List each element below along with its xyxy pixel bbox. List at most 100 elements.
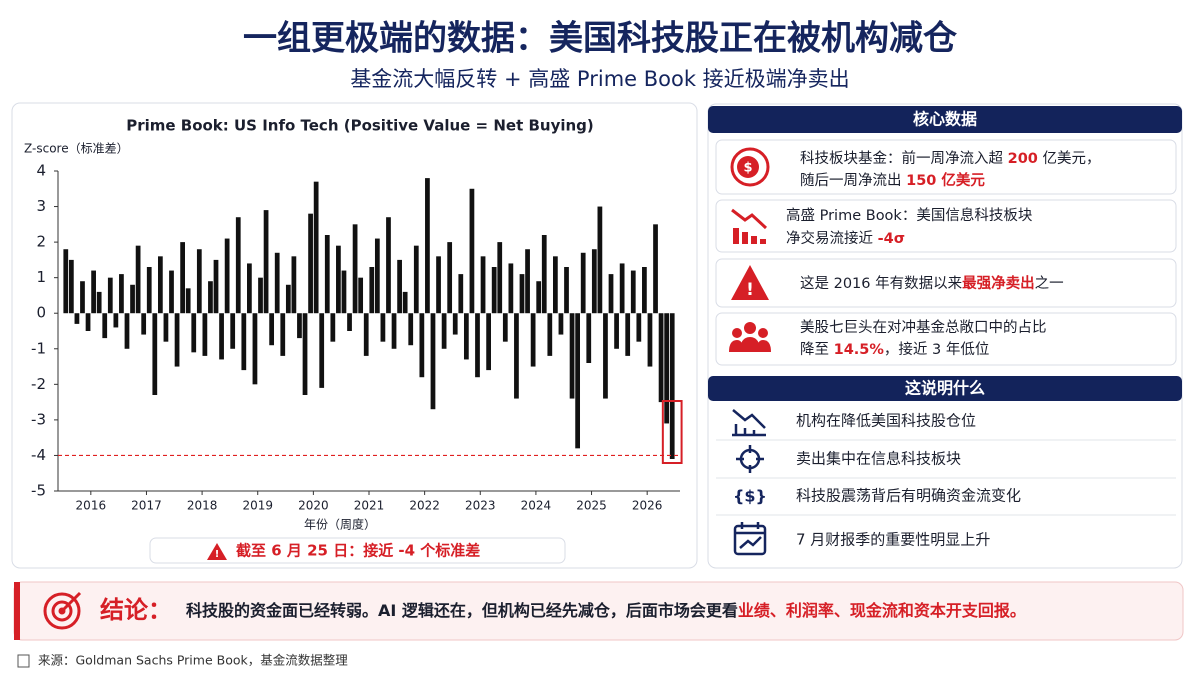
text-part: 这是 2016 年有数据以来 — [800, 275, 963, 292]
meaning-icons: {$} — [732, 409, 767, 556]
bar — [614, 313, 619, 349]
bar — [291, 256, 297, 314]
y-axis-label: Z-score（标准差） — [24, 142, 129, 156]
bar — [397, 259, 402, 314]
bar — [80, 281, 85, 314]
people-icon — [729, 322, 771, 352]
bar — [269, 313, 275, 346]
bar — [241, 313, 247, 371]
bar — [480, 256, 486, 314]
card — [715, 199, 1177, 253]
bar — [319, 313, 325, 388]
bar — [191, 313, 197, 353]
bar — [508, 263, 514, 314]
section-title: 这说明什么 — [905, 379, 985, 398]
bar — [514, 313, 519, 399]
bar — [107, 277, 113, 314]
bar — [274, 252, 280, 314]
bar — [258, 277, 263, 314]
money-icon — [730, 147, 770, 187]
money-icon-mark: $ — [743, 161, 752, 176]
bar — [135, 245, 141, 314]
bar — [597, 206, 603, 314]
y-tick-label: 3 — [36, 197, 46, 215]
warning-icon-mark: ! — [746, 280, 754, 300]
bar — [196, 249, 202, 314]
text-part: 科技股的资金面已经转弱。AI 逻辑还在，但机构已经先减仓，后面市场会更看 — [186, 601, 738, 620]
bar — [313, 181, 319, 314]
svg-text:{$}: {$} — [733, 487, 767, 506]
bar — [430, 313, 436, 410]
bar — [235, 217, 241, 314]
card-text: 随后一周净流出 150 亿美元 — [800, 171, 985, 189]
bar — [564, 267, 569, 314]
chart: Prime Book: US Info Tech (Positive Value… — [24, 117, 683, 564]
x-axis-label: 年份（周度） — [304, 517, 376, 532]
x-tick-label: 2018 — [187, 499, 218, 513]
x-tick-label: 2016 — [76, 499, 107, 513]
bar — [525, 249, 530, 314]
y-tick-label: -4 — [31, 446, 46, 464]
card-text: 美股七巨头在对冲基金总敞口中的占比 — [800, 319, 1047, 336]
bar — [653, 224, 658, 314]
card-text: 降至 14.5%，接近 3 年低位 — [800, 341, 989, 358]
section-header — [708, 376, 1182, 401]
chart-annotation: 截至 6 月 25 日：接近 -4 个标准差 — [236, 542, 480, 560]
bar — [575, 313, 581, 449]
bar — [96, 291, 102, 314]
bar — [213, 259, 219, 314]
x-tick-label: 2024 — [521, 499, 552, 513]
text-part: 净交易流接近 — [786, 229, 878, 247]
card — [715, 312, 1177, 366]
highlight: 业绩、利润率、现金流和资本开支回报。 — [738, 601, 1026, 620]
text-part: 降至 — [800, 341, 834, 358]
bar — [486, 313, 491, 371]
bar — [642, 267, 647, 314]
bar — [130, 284, 135, 314]
bar — [591, 249, 597, 314]
bar — [202, 313, 208, 356]
card-text: 高盛 Prime Book：美国信息科技板块 — [786, 206, 1033, 224]
card — [715, 258, 1177, 308]
x-tick-label: 2025 — [576, 499, 607, 513]
bar — [447, 242, 453, 314]
highlight: -4σ — [878, 231, 905, 247]
bar — [636, 313, 642, 342]
bar — [347, 313, 352, 331]
bar — [669, 313, 675, 459]
bar — [247, 263, 252, 314]
bar — [219, 313, 224, 360]
conclusion-text: 科技股的资金面已经转弱。AI 逻辑还在，但机构已经先减仓，后面市场会更看业绩、利… — [186, 601, 1026, 620]
source: 来源：Goldman Sachs Prime Book，基金流数据整理 — [38, 653, 348, 668]
text-part: 科技板块基金：前一周净流入超 — [800, 149, 1008, 167]
bar — [363, 313, 369, 356]
bar — [502, 313, 508, 342]
bar — [102, 313, 108, 339]
bar — [519, 274, 525, 314]
bar — [74, 313, 80, 324]
bar — [530, 313, 536, 367]
section-title: 核心数据 — [913, 110, 977, 129]
text-part: 随后一周净流出 — [800, 172, 906, 189]
bar — [374, 238, 380, 314]
bar — [491, 267, 497, 314]
bar — [341, 270, 347, 314]
bar — [280, 313, 286, 356]
bar — [224, 238, 230, 314]
bar — [547, 313, 553, 356]
warning-icon-mark: ! — [215, 549, 220, 560]
annotation-box — [149, 537, 566, 564]
highlight: 最强净卖出 — [962, 274, 1035, 292]
bar — [352, 224, 358, 314]
x-tick-label: 2020 — [298, 499, 329, 513]
section-header — [708, 106, 1182, 133]
bar — [558, 313, 564, 335]
text-part: 之一 — [1035, 275, 1064, 292]
x-tick-label: 2019 — [242, 499, 273, 513]
bar — [369, 267, 375, 314]
conclusion-accent — [14, 582, 20, 640]
bar — [497, 242, 503, 314]
bar — [119, 274, 124, 314]
page-title: 一组更极端的数据：美国科技股正在被机构减仓 — [243, 19, 958, 59]
bar — [163, 313, 169, 342]
